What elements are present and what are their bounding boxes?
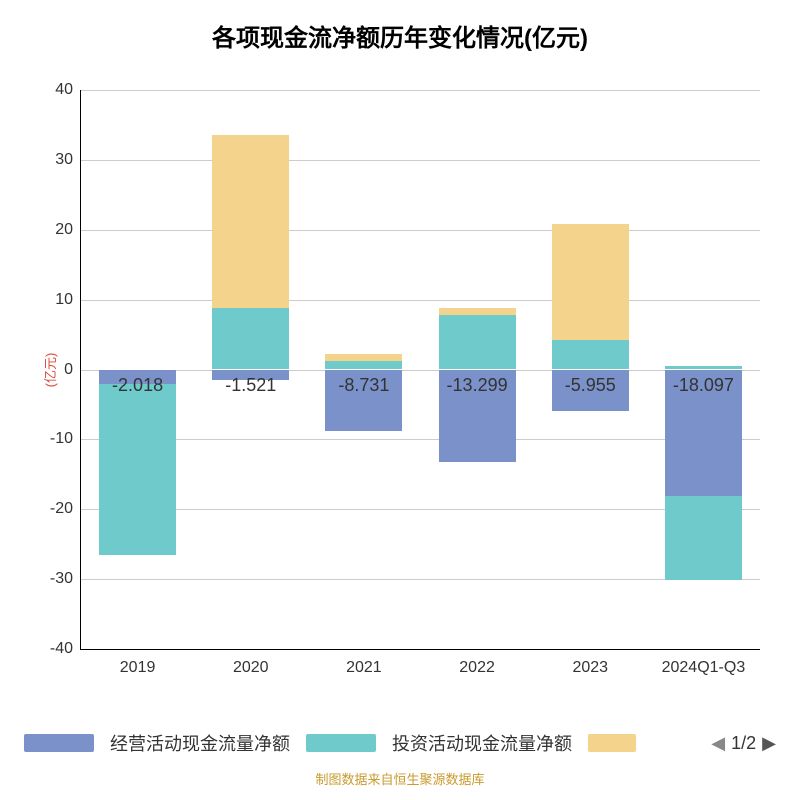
legend-swatch <box>588 734 636 752</box>
grid-line <box>81 439 760 440</box>
bar-value-label: -8.731 <box>338 375 389 396</box>
grid-line <box>81 370 760 371</box>
bar-value-label: -1.521 <box>225 375 276 396</box>
bar-value-label: -5.955 <box>565 375 616 396</box>
y-tick-label: 40 <box>55 81 81 99</box>
grid-line <box>81 160 760 161</box>
bar-segment <box>325 361 402 369</box>
bar-segment <box>552 340 629 369</box>
bar-segment <box>439 308 516 315</box>
chart-title: 各项现金流净额历年变化情况(亿元) <box>0 0 800 53</box>
pager-next-icon[interactable]: ▶ <box>762 733 776 754</box>
bar-value-label: -13.299 <box>447 375 508 396</box>
grid-line <box>81 90 760 91</box>
bar-segment <box>212 308 289 369</box>
grid-line <box>81 230 760 231</box>
pager-prev-icon[interactable]: ◀ <box>711 733 725 754</box>
y-tick-label: -30 <box>50 570 81 588</box>
y-axis-label: (亿元) <box>40 353 59 388</box>
x-tick-label: 2021 <box>346 649 382 677</box>
y-tick-label: -40 <box>50 640 81 658</box>
legend-label: 投资活动现金流量净额 <box>392 730 572 756</box>
grid-line <box>81 509 760 510</box>
legend-swatch <box>306 734 376 752</box>
chart-area: (亿元) -40-30-20-10010203040-2.0182019-1.5… <box>80 90 760 650</box>
y-tick-label: 20 <box>55 221 81 239</box>
bar-value-label: -2.018 <box>112 375 163 396</box>
y-tick-label: 30 <box>55 151 81 169</box>
x-tick-label: 2020 <box>233 649 269 677</box>
x-tick-label: 2019 <box>120 649 156 677</box>
y-tick-label: -20 <box>50 500 81 518</box>
y-tick-label: 10 <box>55 291 81 309</box>
x-tick-label: 2022 <box>459 649 495 677</box>
x-tick-label: 2024Q1-Q3 <box>662 649 746 677</box>
legend-pager[interactable]: ◀ 1/2 ▶ <box>711 733 776 754</box>
legend-swatch <box>24 734 94 752</box>
bar-segment <box>99 384 176 555</box>
plot-area: -40-30-20-10010203040-2.0182019-1.521202… <box>80 90 760 650</box>
x-tick-label: 2023 <box>572 649 608 677</box>
legend-label: 经营活动现金流量净额 <box>110 730 290 756</box>
grid-line <box>81 300 760 301</box>
y-tick-label: 0 <box>64 361 81 379</box>
bar-segment <box>439 315 516 370</box>
bar-segment <box>552 224 629 340</box>
bar-segment <box>325 354 402 361</box>
pager-text: 1/2 <box>731 733 756 754</box>
y-tick-label: -10 <box>50 430 81 448</box>
bar-segment <box>212 135 289 308</box>
legend: 经营活动现金流量净额 投资活动现金流量净额 ◀ 1/2 ▶ <box>0 728 800 758</box>
data-source-footer: 制图数据来自恒生聚源数据库 <box>0 769 800 788</box>
grid-line <box>81 579 760 580</box>
bar-value-label: -18.097 <box>673 375 734 396</box>
bar-segment <box>665 496 742 580</box>
